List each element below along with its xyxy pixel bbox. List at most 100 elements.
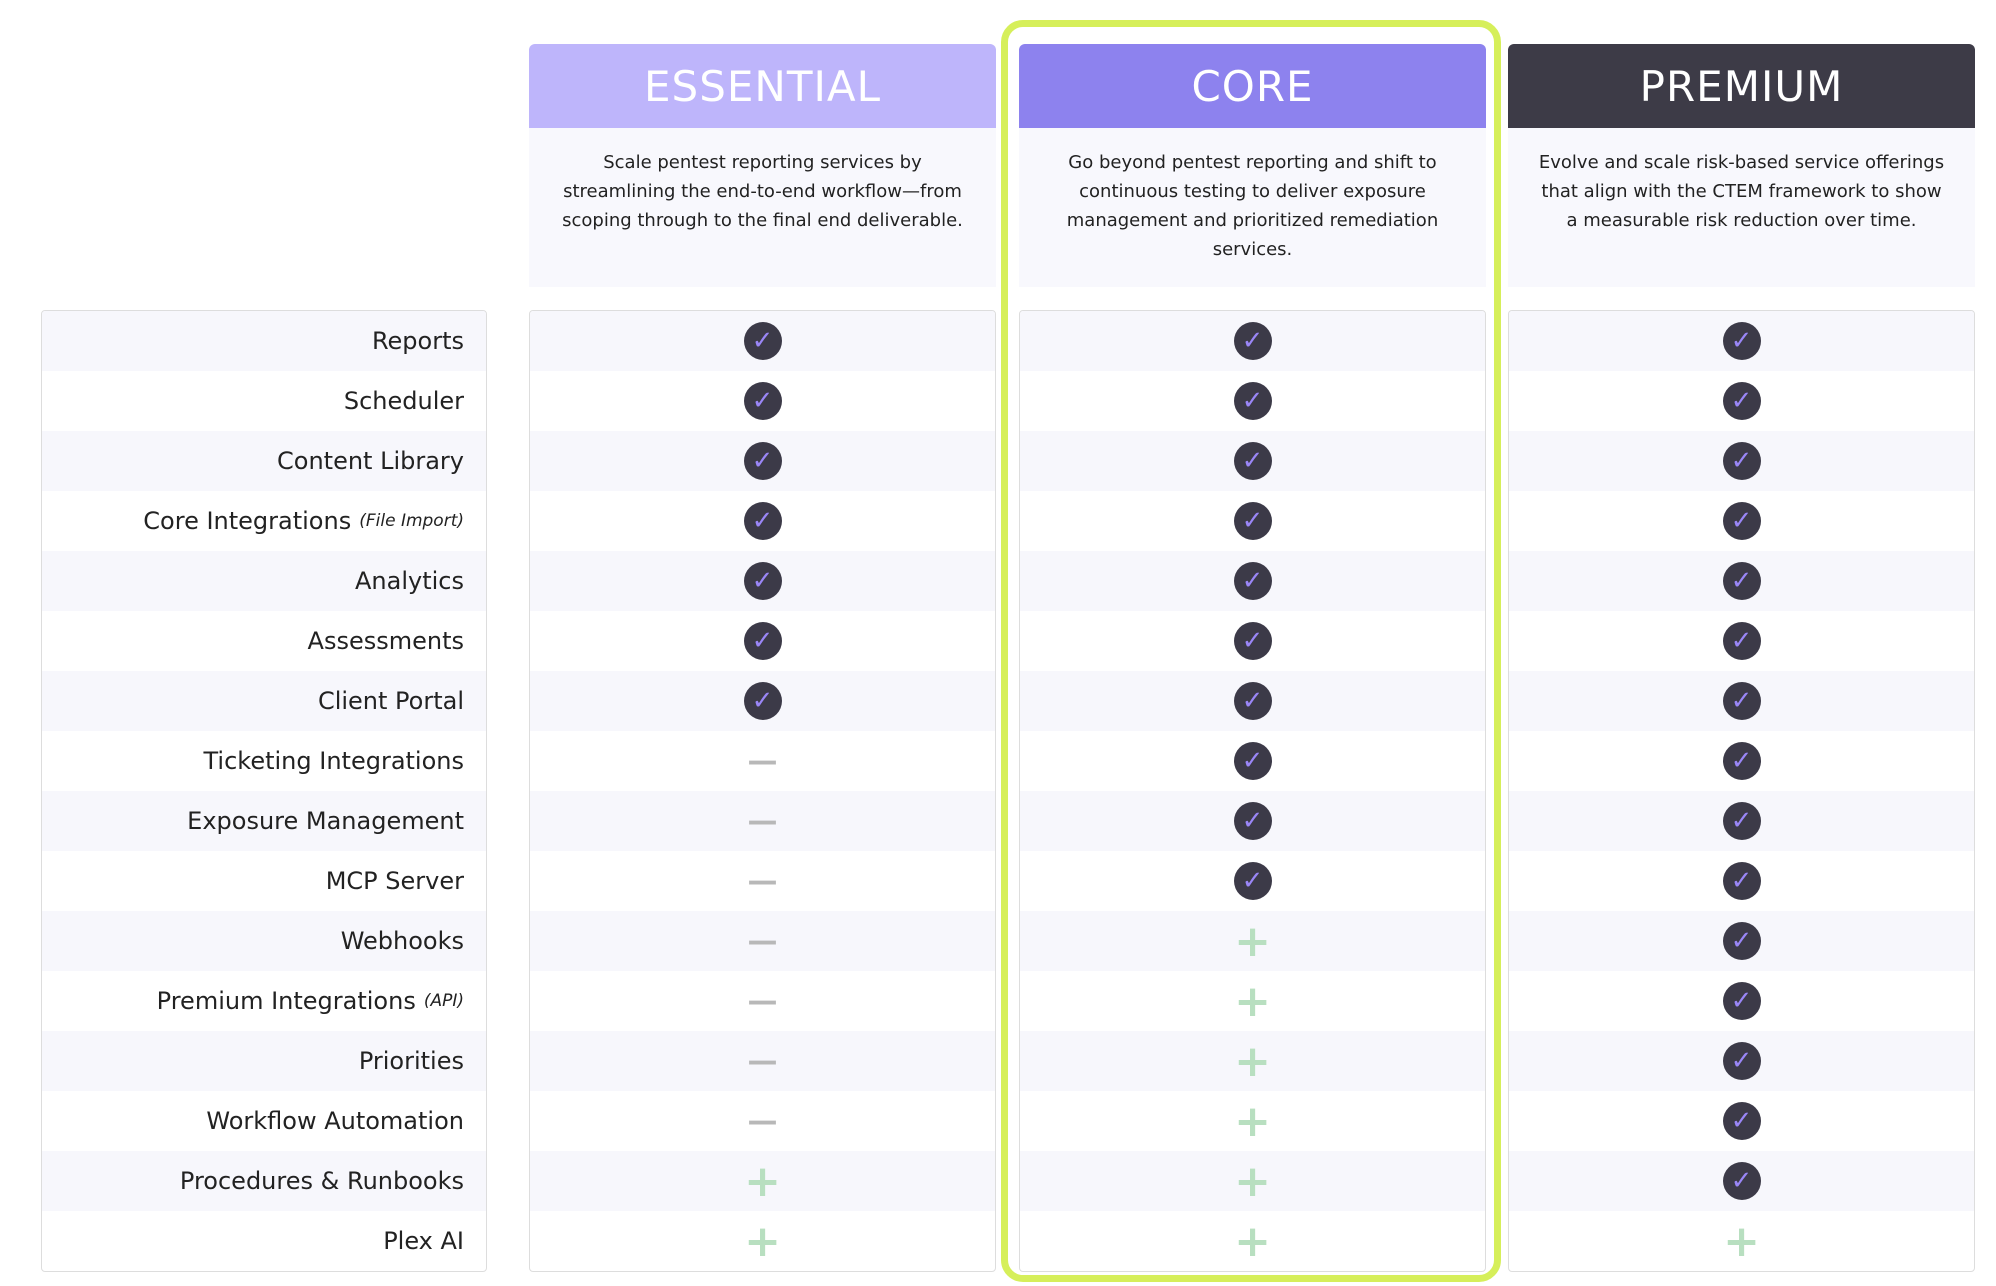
- feature-cell: ✓: [530, 611, 995, 671]
- feature-cell: ✓: [1509, 1151, 1974, 1211]
- status-icon: ✓: [1722, 1102, 1761, 1140]
- status-icon: ✓: [1722, 1162, 1761, 1200]
- feature-cell: ✓: [1020, 851, 1485, 911]
- status-icon: ✓: [1722, 982, 1761, 1020]
- feature-cell: —: [530, 971, 995, 1031]
- feature-cell: ✓: [1509, 371, 1974, 431]
- status-icon: —: [747, 1043, 778, 1079]
- feature-row: Webhooks: [42, 911, 486, 971]
- feature-cell: ✓: [1509, 971, 1974, 1031]
- feature-row: Assessments: [42, 611, 486, 671]
- feature-cell: ✓: [1509, 431, 1974, 491]
- feature-row: Core Integrations (File Import): [42, 491, 486, 551]
- status-icon: ✓: [1722, 442, 1761, 480]
- plan-description: Evolve and scale risk-based service offe…: [1508, 128, 1975, 287]
- status-icon: ✓: [743, 382, 782, 420]
- status-icon: ✓: [1722, 1042, 1761, 1080]
- feature-label: Scheduler: [343, 387, 464, 415]
- feature-label: Client Portal: [317, 687, 464, 715]
- status-icon: ✓: [1233, 442, 1272, 480]
- status-icon: ✓: [1233, 682, 1272, 720]
- feature-cell: ✓: [1020, 791, 1485, 851]
- status-icon: +: [1234, 1035, 1271, 1087]
- feature-row: Client Portal: [42, 671, 486, 731]
- status-icon: +: [1234, 915, 1271, 967]
- plan-column: ✓ ✓ ✓ ✓ ✓ ✓ ✓ ✓ ✓ ✓ + + + + + +: [1019, 310, 1486, 1272]
- feature-label: Assessments: [307, 627, 464, 655]
- feature-row: Exposure Management: [42, 791, 486, 851]
- status-icon: ✓: [743, 562, 782, 600]
- feature-cell: ✓: [1020, 551, 1485, 611]
- feature-cell: ✓: [1020, 671, 1485, 731]
- feature-row: Premium Integrations (API): [42, 971, 486, 1031]
- status-icon: ✓: [1722, 682, 1761, 720]
- feature-row: Scheduler: [42, 371, 486, 431]
- plan-name: CORE: [1019, 44, 1486, 128]
- feature-cell: —: [530, 1091, 995, 1151]
- status-icon: ✓: [743, 322, 782, 360]
- status-icon: +: [1234, 975, 1271, 1027]
- highlight-outline: [1001, 20, 1501, 1282]
- status-icon: ✓: [1233, 862, 1272, 900]
- feature-cell: ✓: [1020, 371, 1485, 431]
- status-icon: ✓: [1233, 622, 1272, 660]
- feature-cell: ✓: [1020, 311, 1485, 371]
- status-icon: ✓: [1722, 322, 1761, 360]
- feature-cell: ✓: [530, 671, 995, 731]
- plan-column: ✓ ✓ ✓ ✓ ✓ ✓ ✓ — — — — — — — + +: [529, 310, 996, 1272]
- feature-label: Analytics: [355, 567, 464, 595]
- status-icon: —: [747, 923, 778, 959]
- status-icon: ✓: [1233, 802, 1272, 840]
- feature-cell: ✓: [530, 371, 995, 431]
- feature-cell: ✓: [1509, 311, 1974, 371]
- status-icon: ✓: [1233, 502, 1272, 540]
- feature-cell: —: [530, 731, 995, 791]
- status-icon: +: [744, 1155, 781, 1207]
- feature-label: Core Integrations: [143, 507, 352, 535]
- status-icon: ✓: [1233, 322, 1272, 360]
- status-icon: —: [747, 803, 778, 839]
- feature-label: Reports: [371, 327, 464, 355]
- feature-label: Plex AI: [383, 1227, 464, 1255]
- feature-cell: +: [1020, 1211, 1485, 1271]
- feature-label: Content Library: [277, 447, 464, 475]
- status-icon: ✓: [1722, 502, 1761, 540]
- status-icon: —: [747, 983, 778, 1019]
- feature-cell: ✓: [1020, 431, 1485, 491]
- feature-cell: ✓: [1509, 791, 1974, 851]
- feature-label: MCP Server: [325, 867, 464, 895]
- feature-row: Priorities: [42, 1031, 486, 1091]
- feature-row: Reports: [42, 311, 486, 371]
- feature-cell: ✓: [1509, 611, 1974, 671]
- plan-description: Scale pentest reporting services by stre…: [529, 128, 996, 287]
- status-icon: ✓: [743, 442, 782, 480]
- plan-name: ESSENTIAL: [529, 44, 996, 128]
- plan-name: PREMIUM: [1508, 44, 1975, 128]
- feature-cell: ✓: [1020, 731, 1485, 791]
- status-icon: ✓: [1233, 742, 1272, 780]
- status-icon: ✓: [743, 682, 782, 720]
- feature-cell: —: [530, 911, 995, 971]
- status-icon: ✓: [1722, 562, 1761, 600]
- feature-label: Ticketing Integrations: [203, 747, 465, 775]
- plan-description: Go beyond pentest reporting and shift to…: [1019, 128, 1486, 287]
- feature-row: Procedures & Runbooks: [42, 1151, 486, 1211]
- feature-cell: +: [1509, 1211, 1974, 1271]
- status-icon: —: [747, 743, 778, 779]
- feature-cell: ✓: [530, 551, 995, 611]
- feature-row: MCP Server: [42, 851, 486, 911]
- feature-cell: —: [530, 791, 995, 851]
- status-icon: ✓: [1722, 802, 1761, 840]
- feature-cell: +: [1020, 911, 1485, 971]
- feature-cell: ✓: [1509, 851, 1974, 911]
- status-icon: —: [747, 863, 778, 899]
- feature-row: Workflow Automation: [42, 1091, 486, 1151]
- feature-cell: ✓: [530, 491, 995, 551]
- feature-labels: Reports Scheduler Content Library Core Inte…: [41, 310, 487, 1272]
- feature-row: Content Library: [42, 431, 486, 491]
- status-icon: ✓: [1722, 742, 1761, 780]
- status-icon: ✓: [1722, 922, 1761, 960]
- status-icon: ✓: [1722, 862, 1761, 900]
- feature-cell: ✓: [1509, 551, 1974, 611]
